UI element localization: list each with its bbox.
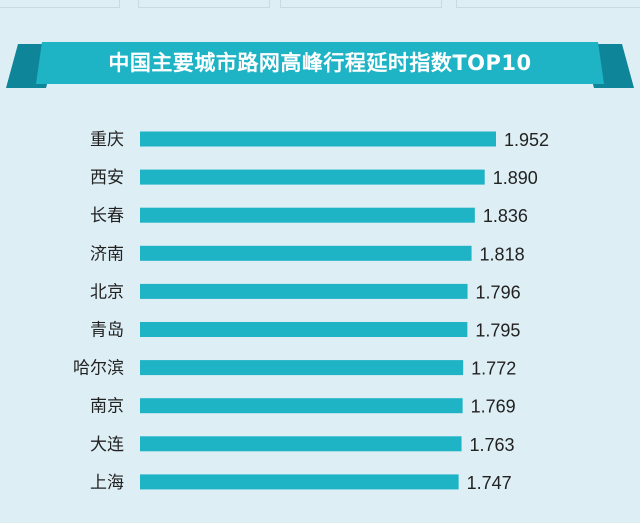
value-label: 1.763 <box>470 435 515 455</box>
bar <box>140 436 462 452</box>
category-label: 南京 <box>90 397 124 417</box>
bar-row: 济南 1.818 <box>90 244 525 264</box>
bar-row: 南京 1.769 <box>90 397 516 417</box>
category-label: 长春 <box>90 206 124 226</box>
category-label: 西安 <box>90 168 124 188</box>
bar <box>140 131 496 147</box>
title-banner <box>6 42 634 88</box>
bar <box>140 398 463 414</box>
value-label: 1.836 <box>483 206 528 226</box>
bar-row: 哈尔滨 1.772 <box>73 359 516 379</box>
bar-row: 上海 1.747 <box>90 473 512 493</box>
category-label: 重庆 <box>90 130 124 150</box>
value-label: 1.818 <box>480 244 525 264</box>
bar <box>140 474 459 490</box>
category-label: 上海 <box>90 473 124 493</box>
bar <box>140 207 475 223</box>
top-strip-segment <box>138 0 270 8</box>
bar <box>140 360 464 376</box>
value-label: 1.769 <box>471 397 516 417</box>
bar-row: 重庆 1.952 <box>90 130 549 150</box>
bar-row: 西安 1.890 <box>90 168 538 188</box>
bar-row: 长春 1.836 <box>90 206 528 226</box>
value-label: 1.747 <box>467 473 512 493</box>
top-strip-segment <box>0 0 120 8</box>
category-label: 大连 <box>90 435 124 455</box>
bar <box>140 245 472 261</box>
top-decoration-strip <box>0 0 640 8</box>
bar <box>140 322 468 337</box>
value-label: 1.795 <box>475 321 520 341</box>
top-strip-segment <box>456 0 640 8</box>
value-label: 1.890 <box>493 168 538 188</box>
chart-title: 中国主要城市路网高峰行程延时指数TOP10 <box>108 51 532 75</box>
value-label: 1.772 <box>471 359 516 379</box>
category-label: 济南 <box>90 244 124 264</box>
banner-body <box>36 42 604 84</box>
bar <box>140 283 468 299</box>
category-label: 北京 <box>90 282 124 302</box>
bar-row: 北京 1.796 <box>90 282 521 302</box>
category-label: 青岛 <box>90 321 124 341</box>
top-strip-segment <box>280 0 442 8</box>
value-label: 1.952 <box>504 130 549 150</box>
bar-row: 青岛 1.795 <box>90 321 520 341</box>
value-label: 1.796 <box>476 282 521 302</box>
bar <box>140 169 485 185</box>
category-label: 哈尔滨 <box>73 359 124 379</box>
bar-row: 大连 1.763 <box>90 435 515 455</box>
